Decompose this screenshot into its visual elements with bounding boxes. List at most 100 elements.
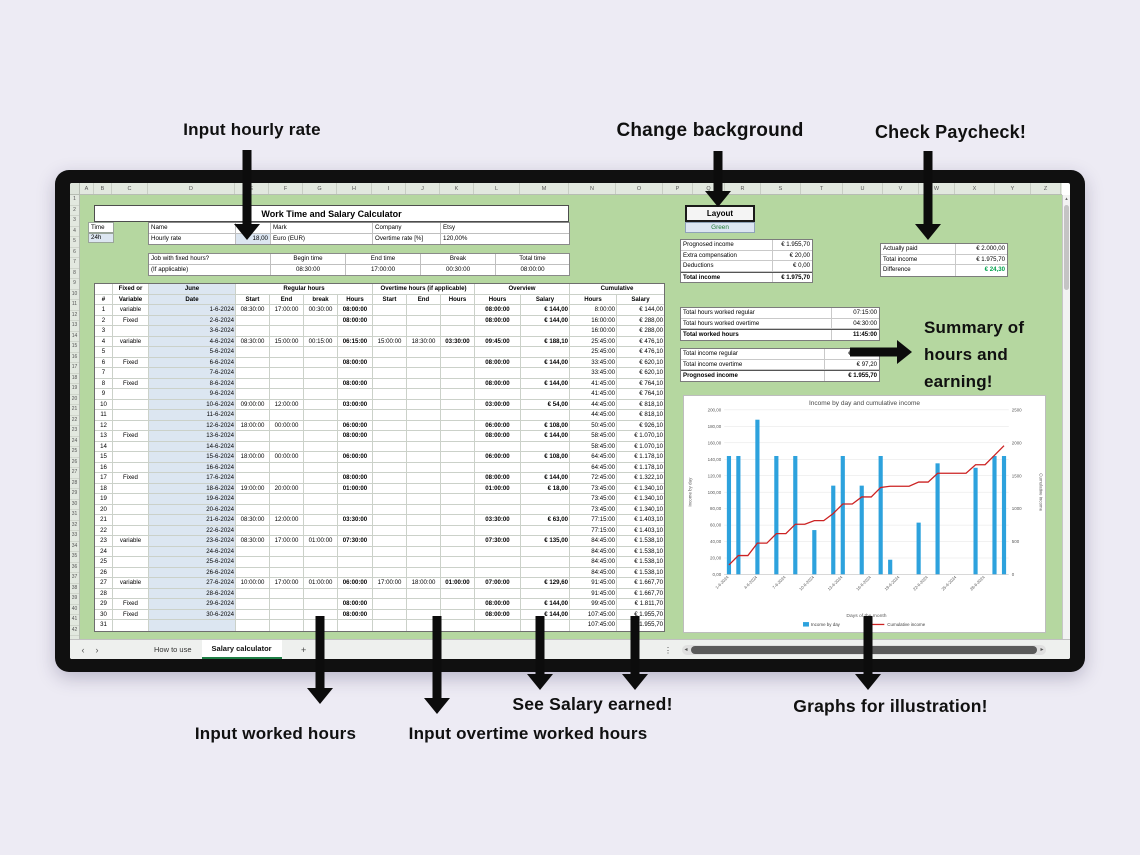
table-cell[interactable]: 28 bbox=[95, 588, 113, 598]
sub-header-cell[interactable]: End bbox=[270, 294, 304, 304]
table-cell[interactable] bbox=[236, 504, 270, 514]
table-cell[interactable] bbox=[113, 494, 149, 504]
table-cell[interactable] bbox=[270, 315, 304, 325]
table-cell[interactable] bbox=[338, 557, 373, 567]
table-cell[interactable]: 01:00:00 bbox=[304, 536, 338, 546]
table-cell[interactable]: 1-6-2024 bbox=[149, 305, 236, 315]
if-applicable-cell[interactable]: (If applicable) bbox=[149, 264, 271, 275]
table-cell[interactable]: 64:45:00 bbox=[570, 452, 617, 462]
row-header-1[interactable]: 1 bbox=[70, 195, 79, 206]
table-cell[interactable] bbox=[373, 588, 407, 598]
table-cell[interactable] bbox=[149, 620, 236, 631]
table-cell[interactable]: 4 bbox=[95, 336, 113, 346]
table-cell[interactable]: € 1.538,10 bbox=[617, 567, 664, 577]
table-cell[interactable]: 15 bbox=[95, 452, 113, 462]
table-cell[interactable] bbox=[407, 368, 441, 378]
row-header-4[interactable]: 4 bbox=[70, 227, 79, 237]
table-cell[interactable] bbox=[441, 609, 475, 619]
table-cell[interactable] bbox=[270, 441, 304, 451]
table-cell[interactable] bbox=[441, 420, 475, 430]
table-cell[interactable]: € 1.538,10 bbox=[617, 557, 664, 567]
name-label-cell[interactable]: Name bbox=[149, 223, 236, 233]
table-cell[interactable] bbox=[113, 567, 149, 577]
company-value-cell[interactable]: Etsy bbox=[443, 224, 456, 232]
table-cell[interactable]: 91:45:00 bbox=[570, 588, 617, 598]
table-cell[interactable]: 13 bbox=[95, 431, 113, 441]
table-cell[interactable] bbox=[236, 431, 270, 441]
table-cell[interactable] bbox=[236, 599, 270, 609]
time-label-cell[interactable]: Time bbox=[88, 222, 114, 233]
table-cell[interactable]: 107:45:00 bbox=[570, 609, 617, 619]
table-cell[interactable]: 08:00:00 bbox=[475, 378, 521, 388]
table-cell[interactable] bbox=[270, 567, 304, 577]
table-cell[interactable] bbox=[304, 588, 338, 598]
table-cell[interactable]: 06:00:00 bbox=[338, 452, 373, 462]
table-cell[interactable] bbox=[373, 620, 407, 631]
table-cell[interactable] bbox=[373, 305, 407, 315]
column-header-x[interactable]: X bbox=[955, 183, 995, 194]
table-cell[interactable]: 24 bbox=[95, 546, 113, 556]
table-cell[interactable]: € 18,00 bbox=[521, 483, 570, 493]
table-cell[interactable] bbox=[407, 494, 441, 504]
sheet-title-cell[interactable]: Work Time and Salary Calculator bbox=[94, 205, 569, 222]
table-cell[interactable]: variable bbox=[113, 336, 149, 346]
table-cell[interactable] bbox=[270, 462, 304, 472]
table-cell[interactable] bbox=[113, 399, 149, 409]
table-cell[interactable]: 3-6-2024 bbox=[149, 326, 236, 336]
table-cell[interactable] bbox=[338, 347, 373, 357]
table-cell[interactable] bbox=[373, 420, 407, 430]
table-cell[interactable] bbox=[270, 609, 304, 619]
table-cell[interactable] bbox=[236, 567, 270, 577]
table-cell[interactable] bbox=[113, 420, 149, 430]
table-cell[interactable]: 08:00:00 bbox=[475, 609, 521, 619]
table-cell[interactable] bbox=[407, 473, 441, 483]
table-cell[interactable]: 00:30:00 bbox=[304, 305, 338, 315]
table-cell[interactable]: € 1.538,10 bbox=[617, 536, 664, 546]
table-cell[interactable] bbox=[304, 525, 338, 535]
table-cell[interactable] bbox=[270, 378, 304, 388]
row-header-9[interactable]: 9 bbox=[70, 279, 79, 290]
table-cell[interactable]: € 818,10 bbox=[617, 410, 664, 420]
table-cell[interactable]: € 54,00 bbox=[521, 399, 570, 409]
table-cell[interactable] bbox=[113, 504, 149, 514]
sub-header-cell[interactable]: Variable bbox=[113, 294, 149, 304]
table-cell[interactable] bbox=[407, 504, 441, 514]
group-header-cell[interactable]: Fixed or bbox=[113, 284, 149, 294]
table-cell[interactable]: 33:45:00 bbox=[570, 368, 617, 378]
row-header-15[interactable]: 15 bbox=[70, 342, 79, 353]
table-cell[interactable]: 06:15:00 bbox=[338, 336, 373, 346]
table-cell[interactable] bbox=[407, 326, 441, 336]
table-cell[interactable] bbox=[113, 515, 149, 525]
table-cell[interactable]: 20-6-2024 bbox=[149, 504, 236, 514]
group-header-cell[interactable]: Overview bbox=[475, 284, 570, 294]
table-cell[interactable]: variable bbox=[113, 305, 149, 315]
table-cell[interactable]: 20 bbox=[95, 504, 113, 514]
table-cell[interactable]: € 144,00 bbox=[521, 315, 570, 325]
table-cell[interactable] bbox=[304, 504, 338, 514]
table-cell[interactable] bbox=[236, 326, 270, 336]
table-cell[interactable] bbox=[304, 609, 338, 619]
table-cell[interactable]: € 476,10 bbox=[617, 347, 664, 357]
table-cell[interactable]: 26-6-2024 bbox=[149, 567, 236, 577]
table-cell[interactable] bbox=[407, 452, 441, 462]
table-cell[interactable]: 18:30:00 bbox=[407, 336, 441, 346]
table-cell[interactable] bbox=[441, 357, 475, 367]
row-header-6[interactable]: 6 bbox=[70, 248, 79, 258]
table-cell[interactable]: € 1.955,70 bbox=[617, 609, 664, 619]
table-cell[interactable] bbox=[521, 441, 570, 451]
table-cell[interactable] bbox=[113, 483, 149, 493]
table-cell[interactable]: 8:00:00 bbox=[570, 305, 617, 315]
table-cell[interactable]: 11 bbox=[95, 410, 113, 420]
sub-header-cell[interactable]: Start bbox=[236, 294, 270, 304]
table-cell[interactable] bbox=[270, 557, 304, 567]
table-cell[interactable]: 84:45:00 bbox=[570, 557, 617, 567]
row-header-29[interactable]: 29 bbox=[70, 489, 79, 500]
vertical-scrollbar[interactable]: ▴ bbox=[1062, 195, 1070, 639]
table-cell[interactable]: 03:00:00 bbox=[338, 399, 373, 409]
table-cell[interactable]: 08:00:00 bbox=[338, 609, 373, 619]
table-cell[interactable]: 41:45:00 bbox=[570, 389, 617, 399]
layout-value-cell[interactable]: Green bbox=[685, 222, 755, 233]
table-cell[interactable]: 16-6-2024 bbox=[149, 462, 236, 472]
column-header-i[interactable]: I bbox=[372, 183, 406, 194]
table-cell[interactable]: € 1.070,10 bbox=[617, 431, 664, 441]
